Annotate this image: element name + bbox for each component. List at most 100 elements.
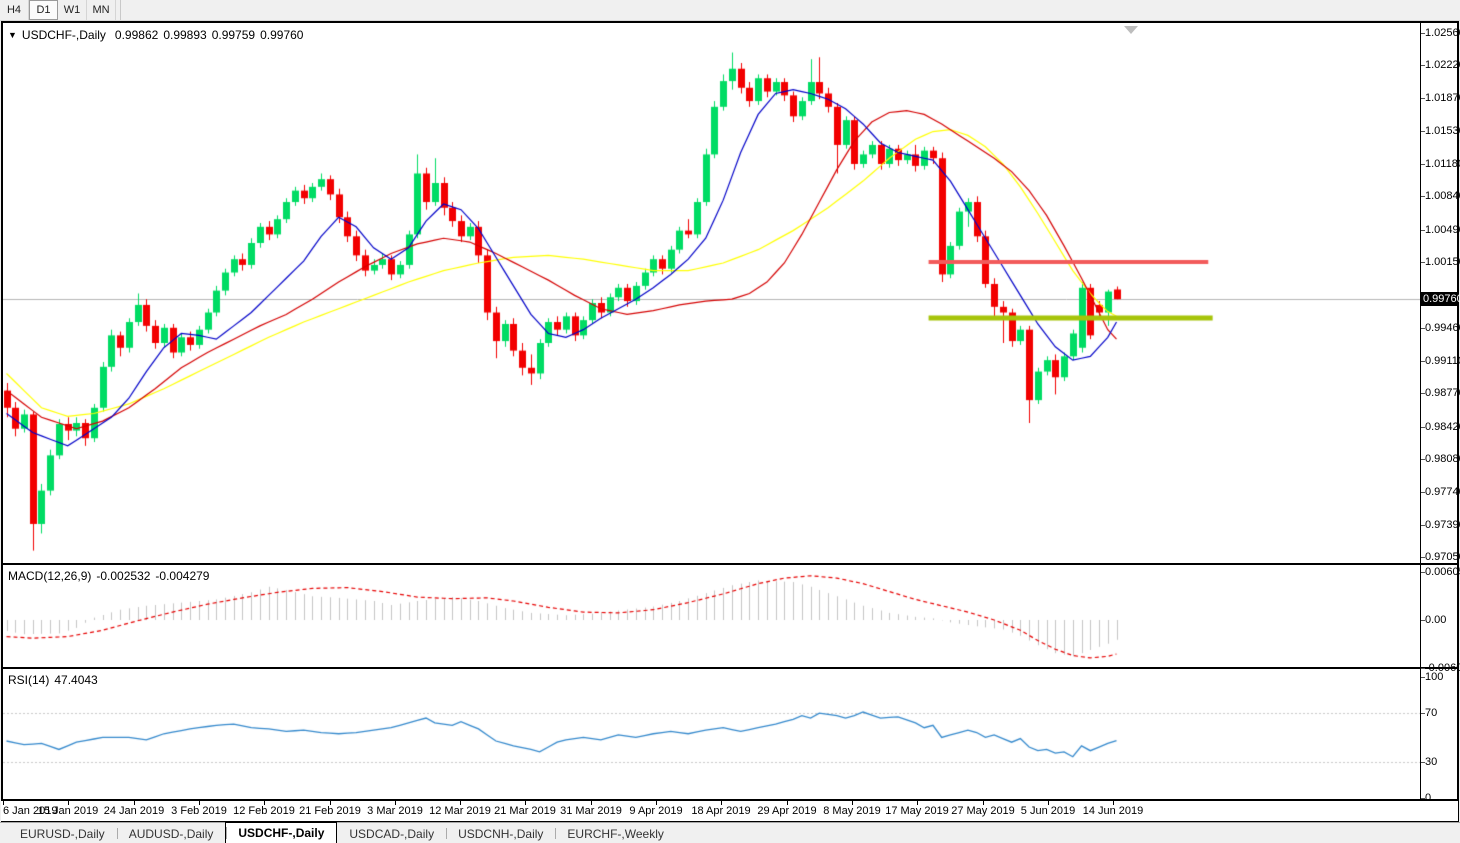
ohlc-close-value: 0.99760 bbox=[260, 28, 304, 42]
axis-tick-mark bbox=[1421, 677, 1425, 678]
axis-tick-mark bbox=[1421, 427, 1425, 428]
date-axis-label: 15 Jan 2019 bbox=[37, 805, 99, 817]
axis-tick-mark bbox=[1421, 620, 1425, 621]
date-tick-mark bbox=[917, 801, 918, 805]
toolbar-separator bbox=[120, 0, 121, 20]
axis-tick-mark bbox=[1421, 572, 1425, 573]
macd-name: MACD(12,26,9) bbox=[8, 569, 92, 583]
chart-tab-eurusd[interactable]: EURUSD-,Daily bbox=[20, 826, 105, 841]
macd-label: MACD(12,26,9) -0.002532 -0.004279 bbox=[8, 569, 209, 583]
chart-shift-marker-icon bbox=[1124, 26, 1138, 34]
rsi-name: RSI(14) bbox=[8, 673, 50, 687]
current-price-badge: 0.99760 bbox=[1421, 292, 1460, 306]
date-axis-label: 21 Feb 2019 bbox=[299, 805, 361, 817]
date-axis-label: 17 May 2019 bbox=[885, 805, 949, 817]
date-axis-label: 29 Apr 2019 bbox=[757, 805, 817, 817]
axis-tick-mark bbox=[1421, 33, 1425, 34]
date-axis-label: 14 Jun 2019 bbox=[1082, 805, 1144, 817]
date-tick-mark bbox=[852, 801, 853, 805]
price-axis-tick: 1.01870 bbox=[1425, 92, 1460, 104]
macd-main-value: -0.002532 bbox=[96, 569, 151, 583]
date-tick-mark bbox=[395, 801, 396, 805]
price-axis-tick: 1.01530 bbox=[1425, 125, 1460, 137]
date-axis-label: 12 Mar 2019 bbox=[429, 805, 491, 817]
rsi-value: 47.4043 bbox=[54, 673, 98, 687]
axis-tick-mark bbox=[1421, 361, 1425, 362]
timeframe-button-w1[interactable]: W1 bbox=[58, 0, 87, 20]
axis-tick-mark bbox=[1421, 557, 1425, 558]
date-axis[interactable]: 6 Jan 2019 15 Jan 2019 24 Jan 2019 3 Feb 20… bbox=[1, 801, 1458, 821]
timeframe-button-d1[interactable]: D1 bbox=[29, 0, 58, 20]
chart-tab-bar: EURUSD-,Daily AUDUSD-,Daily USDCHF-,Daily U… bbox=[0, 822, 1460, 843]
axis-tick-mark bbox=[1421, 164, 1425, 165]
date-tick-mark bbox=[330, 801, 331, 805]
axis-tick-mark bbox=[1421, 328, 1425, 329]
axis-tick-mark bbox=[1421, 762, 1425, 763]
axis-tick-mark bbox=[1421, 668, 1425, 669]
price-axis-tick: 1.00490 bbox=[1425, 224, 1460, 236]
rsi-axis-tick: 30 bbox=[1425, 756, 1438, 768]
axis-tick-mark bbox=[1421, 196, 1425, 197]
axis-tick-mark bbox=[1421, 713, 1425, 714]
price-axis-tick: 1.01180 bbox=[1425, 158, 1460, 170]
price-axis-tick: 1.02220 bbox=[1425, 59, 1460, 71]
date-tick-mark bbox=[199, 801, 200, 805]
rsi-indicator-canvas[interactable] bbox=[3, 669, 1421, 799]
macd-indicator-canvas[interactable] bbox=[3, 565, 1421, 667]
ohlc-open-value: 0.99862 bbox=[114, 28, 159, 42]
plot-right-border bbox=[1420, 21, 1421, 800]
timeframe-toolbar: H4 D1 W1 MN bbox=[0, 0, 1460, 21]
date-axis-label: 6 Jan 2019 bbox=[3, 805, 58, 817]
axis-tick-mark bbox=[1421, 98, 1425, 99]
price-chart-canvas[interactable] bbox=[3, 23, 1421, 563]
date-tick-mark bbox=[264, 801, 265, 805]
price-axis-tick: 1.02560 bbox=[1425, 27, 1460, 39]
price-axis-tick: 1.00840 bbox=[1425, 190, 1460, 202]
date-axis-label: 3 Mar 2019 bbox=[367, 805, 423, 817]
chart-tab-usdchf[interactable]: USDCHF-,Daily bbox=[225, 822, 338, 843]
rsi-axis-tick: 70 bbox=[1425, 707, 1438, 719]
panel-separator[interactable] bbox=[1, 563, 1458, 565]
date-axis-label: 3 Feb 2019 bbox=[171, 805, 227, 817]
date-tick-mark bbox=[1113, 801, 1114, 805]
axis-tick-mark bbox=[1421, 230, 1425, 231]
date-tick-mark bbox=[68, 801, 69, 805]
chart-dropdown-arrow-icon[interactable]: ▼ bbox=[8, 30, 17, 40]
macd-axis-tick: -0.00609 bbox=[1425, 662, 1460, 674]
date-tick-mark bbox=[525, 801, 526, 805]
date-tick-mark bbox=[460, 801, 461, 805]
date-tick-mark bbox=[134, 801, 135, 805]
date-axis-label: 27 May 2019 bbox=[951, 805, 1015, 817]
date-tick-mark bbox=[1048, 801, 1049, 805]
rsi-axis-tick: 0 bbox=[1425, 792, 1432, 804]
date-tick-mark bbox=[591, 801, 592, 805]
date-axis-label: 12 Feb 2019 bbox=[233, 805, 295, 817]
chart-tab-eurchf[interactable]: EURCHF-,Weekly bbox=[555, 824, 675, 843]
axis-tick-mark bbox=[1421, 393, 1425, 394]
date-axis-label: 31 Mar 2019 bbox=[560, 805, 622, 817]
rsi-axis-tick: 100 bbox=[1425, 671, 1444, 683]
axis-tick-mark bbox=[1421, 262, 1425, 263]
date-axis-label: 9 Apr 2019 bbox=[629, 805, 683, 817]
date-tick-mark bbox=[787, 801, 788, 805]
timeframe-button-mn[interactable]: MN bbox=[87, 0, 116, 20]
date-tick-mark bbox=[983, 801, 984, 805]
ohlc-low-value: 0.99759 bbox=[211, 28, 256, 42]
panel-separator bbox=[1, 799, 1458, 801]
date-tick-mark bbox=[3, 801, 4, 805]
chart-tab-audusd[interactable]: AUDUSD-,Daily bbox=[116, 824, 226, 843]
chart-tab-usdcad[interactable]: USDCAD-,Daily bbox=[349, 826, 435, 841]
macd-axis-tick: 0.006058 bbox=[1425, 566, 1460, 578]
rsi-label: RSI(14) 47.4043 bbox=[8, 673, 98, 687]
chart-tab-usdcnh[interactable]: USDCNH-,Daily bbox=[446, 824, 555, 843]
panel-separator[interactable] bbox=[1, 667, 1458, 669]
timeframe-button-h4[interactable]: H4 bbox=[0, 0, 29, 20]
